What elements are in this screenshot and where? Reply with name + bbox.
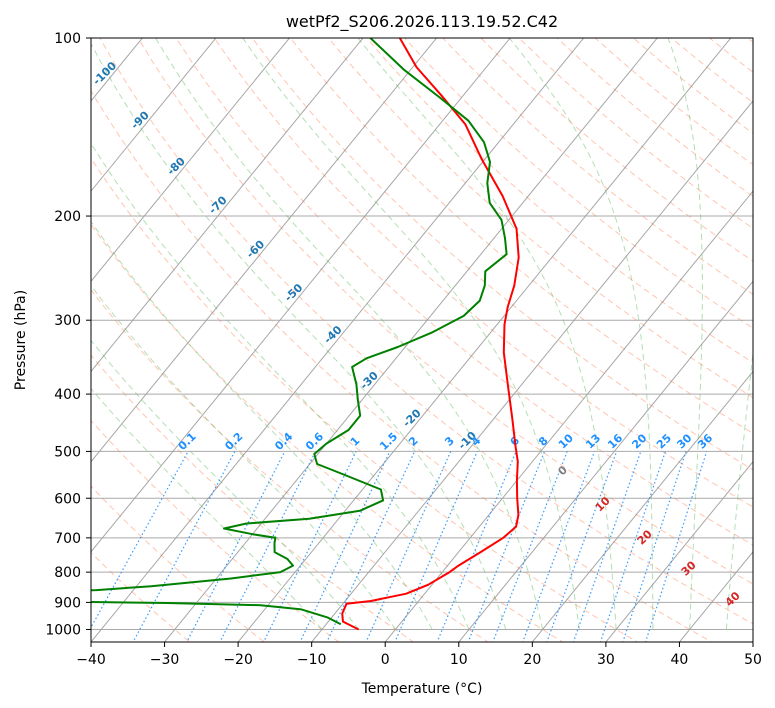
x-tick-label: 0 <box>381 652 390 668</box>
mixing-ratio-line <box>522 451 596 642</box>
isotherm <box>605 460 753 642</box>
moist-adiabat <box>508 38 654 630</box>
moist-adiabat <box>155 38 544 630</box>
x-tick-label: 20 <box>523 652 541 668</box>
x-tick-label: −40 <box>76 652 106 668</box>
x-axis-title: Temperature (°C) <box>361 681 483 697</box>
dry-adiabat <box>91 223 564 642</box>
x-tick-label: −10 <box>297 652 327 668</box>
mixing-ratio-line <box>263 451 357 642</box>
y-tick-label: 300 <box>54 313 81 329</box>
isotherm <box>91 38 585 642</box>
moist-adiabat <box>725 348 753 630</box>
isotherm <box>91 38 217 192</box>
y-tick-label: 200 <box>54 209 81 225</box>
mixing-ratio-line <box>644 451 708 642</box>
mixing-ratio-line <box>467 451 546 642</box>
isotherm <box>91 38 291 283</box>
y-tick-label: 900 <box>54 595 81 611</box>
moist-adiabat <box>91 339 360 630</box>
axes: −40 −30 −20 −10 0 10 20 30 40 50 100 200 300 400 500 60… <box>45 31 762 668</box>
background-grid <box>91 38 753 642</box>
isotherm <box>311 100 753 642</box>
dry-adiabat <box>289 38 753 434</box>
x-tick-label: 10 <box>450 652 468 668</box>
y-tick-label: 600 <box>54 491 81 507</box>
x-tick-label: −30 <box>150 652 180 668</box>
isotherm <box>531 370 753 642</box>
x-tick-label: 30 <box>597 652 615 668</box>
mixing-ratio-line <box>436 451 517 642</box>
moist-adiabat <box>357 38 617 630</box>
moist-adiabat <box>667 38 703 630</box>
moist-adiabat <box>242 38 580 630</box>
chart-title: wetPf2_S206.2026.113.19.52.C42 <box>286 12 558 32</box>
isotherm <box>91 38 511 553</box>
y-tick-label: 100 <box>54 31 81 47</box>
dry-adiabat <box>404 38 753 329</box>
isotherm <box>237 38 732 642</box>
y-tick-label: 800 <box>54 565 81 581</box>
dry-adiabat <box>91 354 415 642</box>
y-tick-label: 400 <box>54 387 81 403</box>
mixing-ratio-line <box>326 451 416 642</box>
plot-frame <box>90 37 754 643</box>
x-tick-label: 50 <box>744 652 762 668</box>
y-tick-label: 700 <box>54 531 81 547</box>
dry-adiabat <box>442 38 753 295</box>
mixing-ratio-line <box>219 451 317 642</box>
moist-adiabat <box>91 284 396 630</box>
mixing-ratio-line <box>91 451 189 629</box>
dry-adiabat <box>327 38 753 399</box>
isotherm <box>384 190 753 642</box>
y-tick-label: 500 <box>54 444 81 460</box>
dewpoint-line <box>91 38 508 626</box>
temperature-line <box>341 38 520 631</box>
moist-adiabat <box>91 220 433 630</box>
profile-lines <box>91 38 520 631</box>
y-axis-title: Pressure (hPa) <box>13 290 29 390</box>
dry-adiabat <box>213 38 753 508</box>
y-tick-label: 1000 <box>45 622 81 638</box>
dry-adiabat <box>91 157 639 642</box>
dry-adiabat <box>99 38 753 625</box>
isotherm <box>458 280 753 642</box>
x-tick-label: −20 <box>223 652 253 668</box>
dry-adiabat <box>91 89 713 642</box>
isotherm <box>163 38 658 642</box>
mixing-ratio-line <box>492 451 568 642</box>
x-tick-label: 40 <box>671 652 689 668</box>
mixing-ratio-line <box>299 451 391 642</box>
isotherm <box>91 38 364 373</box>
moist-adiabat <box>91 42 507 630</box>
mixing-ratio-line <box>394 451 478 642</box>
dry-adiabat <box>91 419 340 642</box>
isotherm <box>91 38 438 463</box>
moist-adiabat <box>91 387 323 630</box>
mixing-ratio-line <box>365 451 452 642</box>
